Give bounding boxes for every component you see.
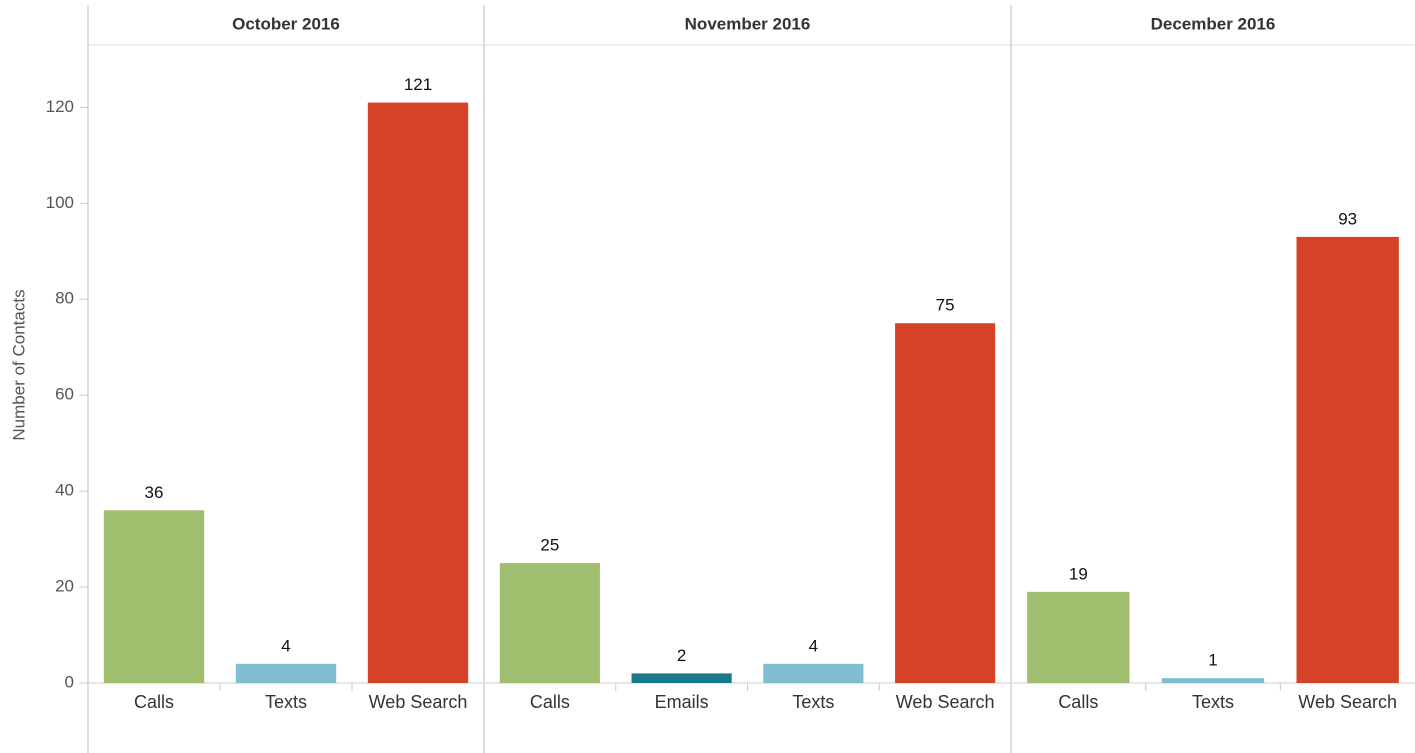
value-label: 25 (540, 536, 559, 555)
x-tick-label: Emails (655, 692, 709, 712)
bar (631, 673, 732, 683)
bar (103, 510, 205, 683)
y-tick-label: 120 (46, 97, 74, 116)
value-label: 4 (281, 636, 290, 655)
x-tick-label: Calls (1058, 692, 1098, 712)
value-label: 36 (145, 483, 164, 502)
x-tick-label: Web Search (369, 692, 468, 712)
x-tick-label: Texts (265, 692, 307, 712)
x-tick-label: Calls (530, 692, 570, 712)
value-label: 75 (936, 296, 955, 315)
value-label: 4 (809, 636, 818, 655)
bar (1296, 236, 1399, 683)
y-axis-label: Number of Contacts (9, 289, 28, 440)
x-tick-label: Calls (134, 692, 174, 712)
bar (1027, 591, 1130, 683)
value-label: 1 (1208, 651, 1217, 670)
panel-title: December 2016 (1151, 14, 1276, 33)
panel-title: October 2016 (232, 14, 340, 33)
value-label: 121 (404, 75, 432, 94)
value-label: 2 (677, 646, 686, 665)
y-tick-label: 0 (65, 672, 74, 691)
y-tick-label: 80 (55, 289, 74, 308)
bar (895, 323, 996, 683)
value-label: 93 (1338, 209, 1357, 228)
panel-title: November 2016 (685, 14, 811, 33)
bar (367, 102, 469, 684)
bar (1161, 678, 1265, 683)
y-tick-label: 40 (55, 481, 74, 500)
bar (499, 563, 600, 683)
x-tick-label: Web Search (896, 692, 995, 712)
y-tick-label: 20 (55, 577, 74, 596)
y-tick-label: 100 (46, 193, 74, 212)
value-label: 19 (1069, 564, 1088, 583)
bar (763, 663, 864, 683)
y-tick-label: 60 (55, 385, 74, 404)
x-tick-label: Texts (792, 692, 834, 712)
x-tick-label: Texts (1192, 692, 1234, 712)
x-tick-label: Web Search (1298, 692, 1397, 712)
bar (235, 663, 337, 683)
